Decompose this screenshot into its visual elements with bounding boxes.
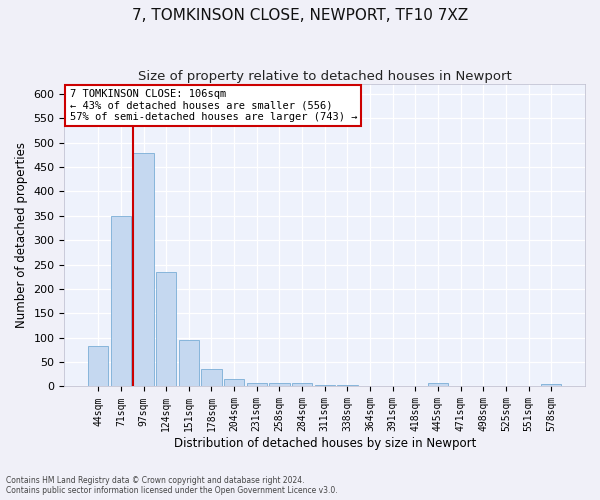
Bar (88, 346, 109, 387)
Bar (292, 382, 312, 386)
Text: Contains HM Land Registry data © Crown copyright and database right 2024.
Contai: Contains HM Land Registry data © Crown c… (6, 476, 338, 495)
Bar (269, 382, 290, 386)
Bar (201, 370, 221, 386)
Bar (224, 379, 244, 386)
Bar (337, 384, 358, 386)
Bar (428, 383, 448, 386)
Bar (541, 384, 562, 386)
Text: 7, TOMKINSON CLOSE, NEWPORT, TF10 7XZ: 7, TOMKINSON CLOSE, NEWPORT, TF10 7XZ (132, 8, 468, 22)
Bar (156, 272, 176, 386)
X-axis label: Distribution of detached houses by size in Newport: Distribution of detached houses by size … (173, 437, 476, 450)
Text: 7 TOMKINSON CLOSE: 106sqm
← 43% of detached houses are smaller (556)
57% of semi: 7 TOMKINSON CLOSE: 106sqm ← 43% of detac… (70, 88, 357, 122)
Bar (111, 216, 131, 386)
Bar (314, 384, 335, 386)
Bar (247, 382, 267, 386)
Bar (133, 154, 154, 386)
Bar (179, 340, 199, 386)
Title: Size of property relative to detached houses in Newport: Size of property relative to detached ho… (138, 70, 512, 83)
Y-axis label: Number of detached properties: Number of detached properties (15, 142, 28, 328)
